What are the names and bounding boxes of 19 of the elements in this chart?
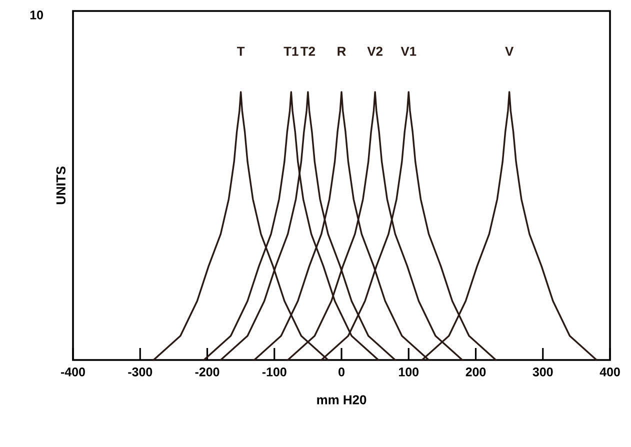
y-axis-title: UNITS — [56, 166, 66, 204]
x-tick-label: 100 — [399, 368, 419, 376]
text: R — [338, 46, 346, 56]
text: 10 — [30, 10, 43, 20]
x-tick-label: -100 — [262, 368, 286, 376]
text: V2 — [367, 46, 382, 56]
x-tick-label: 300 — [532, 368, 553, 376]
text: T1 — [284, 46, 298, 56]
text: T — [237, 46, 245, 56]
text: V — [505, 46, 514, 56]
x-tick-label: -400 — [61, 368, 85, 376]
text: T2 — [300, 46, 315, 56]
x-tick-label: 200 — [466, 368, 486, 376]
x-axis-title: mm H20 — [317, 395, 366, 404]
x-tick-label: 0 — [338, 368, 344, 376]
x-tick-label: -200 — [195, 368, 220, 376]
x-tick-label: 400 — [600, 368, 620, 376]
text: V1 — [400, 46, 416, 56]
x-tick-label: -300 — [128, 368, 152, 376]
